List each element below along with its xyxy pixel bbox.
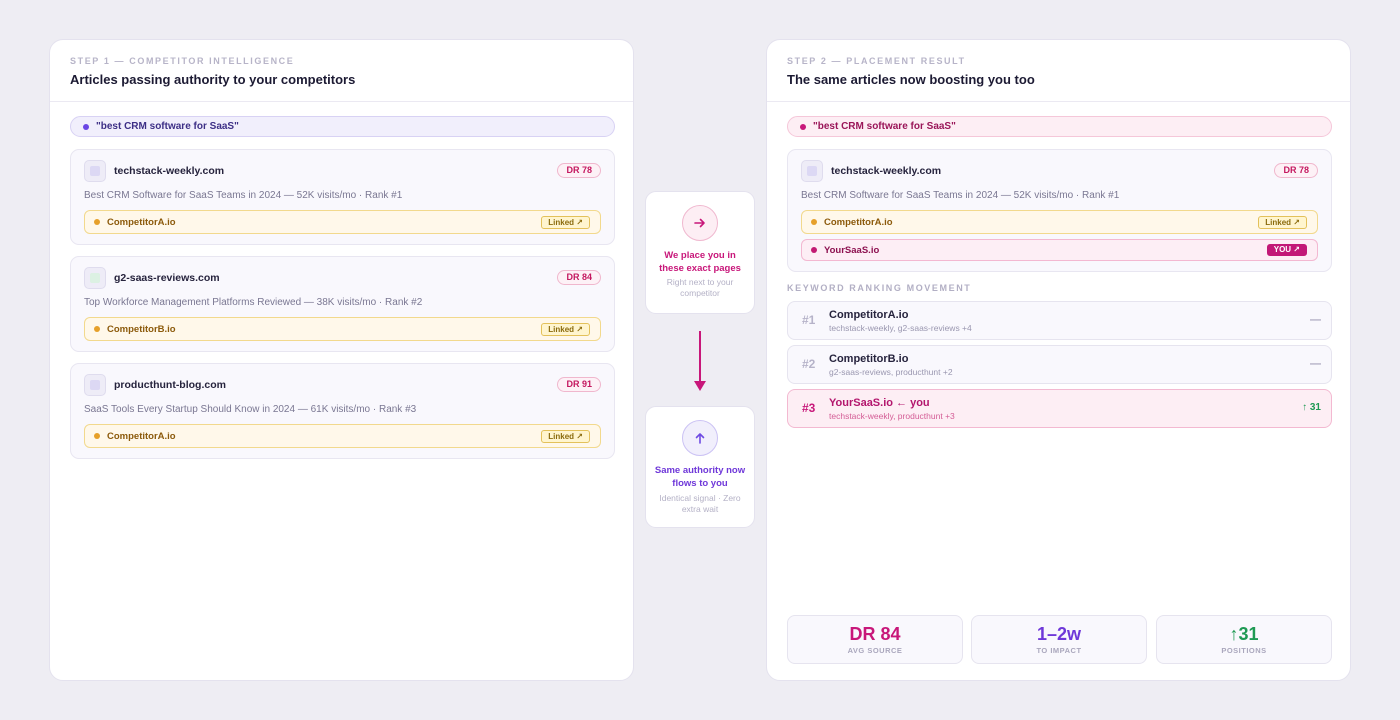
panel-header: STEP 1 — COMPETITOR INTELLIGENCE Article… — [50, 40, 633, 102]
rank-name: CompetitorA.io — [829, 309, 909, 321]
competitor-link-row: CompetitorA.io Linked ↗ — [84, 210, 601, 234]
keyword-dot-icon — [800, 123, 806, 130]
authority-flow-card: Same authority now flows to you Identica… — [645, 406, 755, 528]
flow-arrow-line — [699, 331, 701, 383]
you-badge[interactable]: YOU ↗ — [1266, 244, 1307, 256]
arrow-down-icon — [694, 381, 706, 391]
competitor-dot-icon — [94, 219, 100, 225]
article-card[interactable]: techstack-weekly.com DR 78 Best CRM Soft… — [787, 149, 1332, 272]
competitor-name: CompetitorB.io — [107, 323, 176, 335]
competitor-name: CompetitorA.io — [107, 430, 176, 442]
rank-name: YourSaaS.io ← you — [829, 397, 930, 409]
linked-badge[interactable]: Linked ↗ — [541, 215, 590, 229]
competitor-dot-icon — [811, 219, 817, 225]
competitor-name: CompetitorA.io — [824, 216, 893, 228]
flow-title: Same authority now flows to you — [654, 465, 746, 489]
rank-sources: g2-saas-reviews, producthunt +2 — [829, 367, 953, 377]
ranking-row: #1 CompetitorA.io techstack-weekly, g2-s… — [787, 301, 1332, 340]
you-link-row: YourSaaS.io YOU ↗ — [801, 239, 1318, 261]
article-description: Best CRM Software for SaaS Teams in 2024… — [84, 190, 403, 201]
dr-badge: DR 91 — [557, 377, 601, 392]
competitor-name: CompetitorA.io — [107, 216, 176, 228]
competitor-dot-icon — [94, 433, 100, 439]
rank-change: — — [1310, 314, 1321, 326]
ranking-row-you: #3 YourSaaS.io ← you techstack-weekly, p… — [787, 389, 1332, 428]
article-description: SaaS Tools Every Startup Should Know in … — [84, 404, 417, 415]
rank-number: #3 — [802, 401, 816, 415]
rank-change: — — [1310, 358, 1321, 370]
dr-badge: DR 84 — [557, 270, 601, 285]
arrow-right-icon — [682, 205, 718, 241]
article-card[interactable]: producthunt-blog.com DR 91 SaaS Tools Ev… — [70, 363, 615, 459]
stat-value: DR 84 — [849, 624, 901, 644]
linked-badge[interactable]: Linked ↗ — [541, 429, 590, 443]
rank-number: #1 — [802, 313, 816, 327]
favicon-icon — [84, 267, 106, 289]
article-domain[interactable]: techstack-weekly.com — [831, 165, 942, 177]
placement-result-panel: STEP 2 — PLACEMENT RESULT The same artic… — [766, 39, 1351, 681]
favicon-icon — [84, 374, 106, 396]
article-domain[interactable]: techstack-weekly.com — [114, 165, 225, 177]
article-card[interactable]: g2-saas-reviews.com DR 84 Top Workforce … — [70, 256, 615, 352]
ranking-section-label: KEYWORD RANKING MOVEMENT — [787, 283, 972, 293]
rank-sources: techstack-weekly, g2-saas-reviews +4 — [829, 323, 972, 333]
favicon-icon — [801, 160, 823, 182]
panel-title: Articles passing authority to your compe… — [70, 72, 356, 87]
article-description: Best CRM Software for SaaS Teams in 2024… — [801, 190, 1120, 201]
competitor-link-row: CompetitorB.io Linked ↗ — [84, 317, 601, 341]
keyword-text: "best CRM software for SaaS" — [96, 121, 239, 132]
rank-change: ↑ 31 — [1302, 402, 1321, 413]
you-dot-icon — [811, 247, 817, 253]
article-card[interactable]: techstack-weekly.com DR 78 Best CRM Soft… — [70, 149, 615, 245]
stat-label: POSITIONS — [1221, 646, 1267, 655]
competitor-link-row: CompetitorA.io Linked ↗ — [84, 424, 601, 448]
linked-badge[interactable]: Linked ↗ — [541, 322, 590, 336]
rank-number: #2 — [802, 357, 816, 371]
article-domain[interactable]: g2-saas-reviews.com — [114, 272, 220, 284]
stat-label: TO IMPACT — [1036, 646, 1082, 655]
keyword-text: "best CRM software for SaaS" — [813, 121, 956, 132]
competitor-intelligence-panel: STEP 1 — COMPETITOR INTELLIGENCE Article… — [49, 39, 634, 681]
dr-badge: DR 78 — [557, 163, 601, 178]
stat-value: ↑31 — [1229, 624, 1259, 644]
competitor-dot-icon — [94, 326, 100, 332]
step-label: STEP 1 — COMPETITOR INTELLIGENCE — [70, 56, 295, 66]
placement-title: We place you in these exact pages — [659, 250, 741, 274]
linked-badge[interactable]: Linked ↗ — [1258, 215, 1307, 229]
article-description: Top Workforce Management Platforms Revie… — [84, 297, 423, 308]
keyword-pill: "best CRM software for SaaS" — [70, 116, 615, 137]
article-domain[interactable]: producthunt-blog.com — [114, 379, 226, 391]
stat-to-impact: 1–2w TO IMPACT — [971, 615, 1147, 664]
flow-subtitle: Identical signal · Zero extra wait — [659, 493, 741, 514]
stat-label: AVG SOURCE — [847, 646, 903, 655]
competitor-link-row: CompetitorA.io Linked ↗ — [801, 210, 1318, 234]
step-label: STEP 2 — PLACEMENT RESULT — [787, 56, 966, 66]
placement-subtitle: Right next to your competitor — [666, 277, 734, 298]
dr-badge: DR 78 — [1274, 163, 1318, 178]
you-name: YourSaaS.io — [824, 244, 880, 256]
panel-title: The same articles now boosting you too — [787, 72, 1035, 87]
stat-value: 1–2w — [1036, 624, 1082, 644]
keyword-dot-icon — [83, 123, 89, 130]
arrow-up-icon — [682, 420, 718, 456]
rank-name: CompetitorB.io — [829, 353, 909, 365]
placement-step-card: We place you in these exact pages Right … — [645, 191, 755, 314]
panel-header: STEP 2 — PLACEMENT RESULT The same artic… — [767, 40, 1350, 102]
keyword-pill: "best CRM software for SaaS" — [787, 116, 1332, 137]
stat-avg-source: DR 84 AVG SOURCE — [787, 615, 963, 664]
favicon-icon — [84, 160, 106, 182]
stat-positions: ↑31 POSITIONS — [1156, 615, 1332, 664]
rank-sources: techstack-weekly, producthunt +3 — [829, 411, 955, 421]
ranking-row: #2 CompetitorB.io g2-saas-reviews, produ… — [787, 345, 1332, 384]
